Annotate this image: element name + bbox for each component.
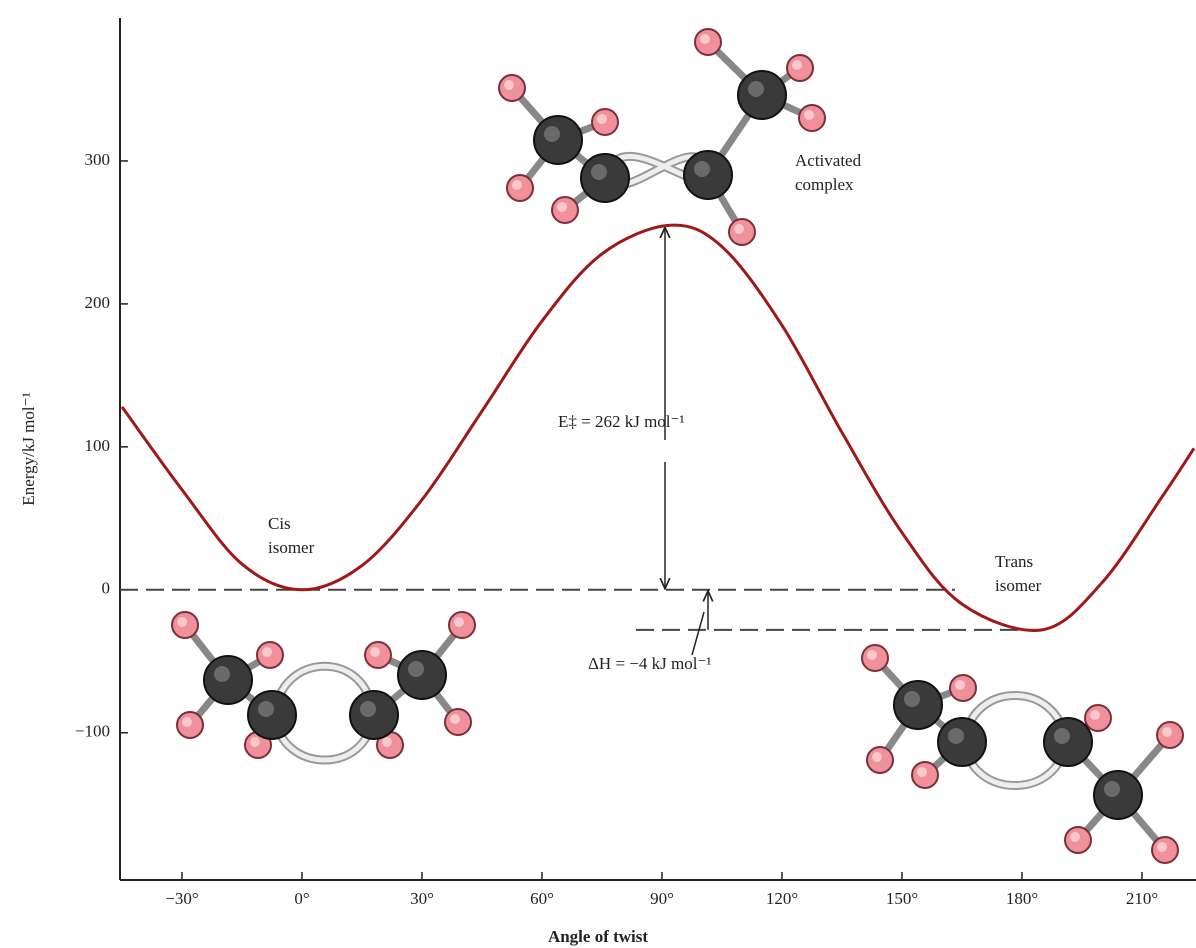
hydrogen-hl (1162, 727, 1172, 737)
hydrogen-hl (734, 224, 744, 234)
carbon-hl (544, 126, 560, 142)
annotation: Activated (795, 151, 862, 170)
carbon-hl (948, 728, 964, 744)
hydrogen-hl (454, 617, 464, 627)
hydrogen-hl (597, 114, 607, 124)
molecule (498, 28, 826, 246)
hydrogen-hl (382, 737, 392, 747)
hydrogen-hl (177, 617, 187, 627)
carbon (533, 115, 583, 165)
y-tick-label: 0 (102, 579, 111, 598)
annotation: Cis (268, 514, 291, 533)
carbon-hl (408, 661, 424, 677)
hydrogen-hl (557, 202, 567, 212)
energy-curve (120, 223, 1196, 632)
hydrogen-hl (1157, 842, 1167, 852)
annotation: isomer (268, 538, 315, 557)
x-tick-label: 0° (294, 889, 309, 908)
hydrogen-hl (867, 650, 877, 660)
hydrogen-hl (700, 34, 710, 44)
hydrogen-hl (512, 180, 522, 190)
carbon (203, 655, 253, 705)
hydrogen-hl (955, 680, 965, 690)
hydrogen-hl (804, 110, 814, 120)
carbon (737, 70, 787, 120)
carbon (1043, 717, 1093, 767)
annotation: E‡ = 262 kJ mol⁻¹ (558, 412, 685, 431)
carbon (397, 650, 447, 700)
molecule (171, 611, 476, 765)
hydrogen-hl (792, 60, 802, 70)
x-axis-label: Angle of twist (548, 927, 648, 946)
hydrogen-hl (370, 647, 380, 657)
y-tick-label: 200 (85, 293, 111, 312)
molecule (861, 644, 1184, 864)
hydrogen-hl (182, 717, 192, 727)
x-tick-label: 90° (650, 889, 674, 908)
carbon-hl (1104, 781, 1120, 797)
carbon (937, 717, 987, 767)
carbon-hl (1054, 728, 1070, 744)
hydrogen-hl (1090, 710, 1100, 720)
y-tick-label: −100 (75, 722, 110, 741)
carbon (247, 690, 297, 740)
hydrogen-hl (504, 80, 514, 90)
y-tick-label: 300 (85, 150, 111, 169)
carbon (683, 150, 733, 200)
carbon (349, 690, 399, 740)
carbon-hl (258, 701, 274, 717)
carbon-hl (214, 666, 230, 682)
hydrogen-hl (450, 714, 460, 724)
annotation: isomer (995, 576, 1042, 595)
carbon-hl (748, 81, 764, 97)
hydrogen-hl (1070, 832, 1080, 842)
carbon-hl (904, 691, 920, 707)
y-axis-label: Energy/kJ mol⁻¹ (19, 392, 38, 505)
y-tick-label: 100 (85, 436, 111, 455)
x-tick-label: 150° (886, 889, 918, 908)
x-tick-label: 210° (1126, 889, 1158, 908)
leader (691, 611, 705, 656)
carbon-hl (591, 164, 607, 180)
x-tick-label: 180° (1006, 889, 1038, 908)
carbon (1093, 770, 1143, 820)
carbon (893, 680, 943, 730)
molecule-illustrations (171, 28, 1184, 864)
x-tick-label: 30° (410, 889, 434, 908)
hydrogen-hl (917, 767, 927, 777)
hydrogen-hl (262, 647, 272, 657)
annotation: Trans (995, 552, 1033, 571)
carbon-hl (360, 701, 376, 717)
x-tick-label: 60° (530, 889, 554, 908)
carbon-hl (694, 161, 710, 177)
x-tick-label: 120° (766, 889, 798, 908)
x-tick-label: −30° (165, 889, 198, 908)
annotation: complex (795, 175, 854, 194)
carbon (580, 153, 630, 203)
hydrogen-hl (872, 752, 882, 762)
hydrogen-hl (250, 737, 260, 747)
annotation: ΔH = −4 kJ mol⁻¹ (588, 654, 712, 673)
